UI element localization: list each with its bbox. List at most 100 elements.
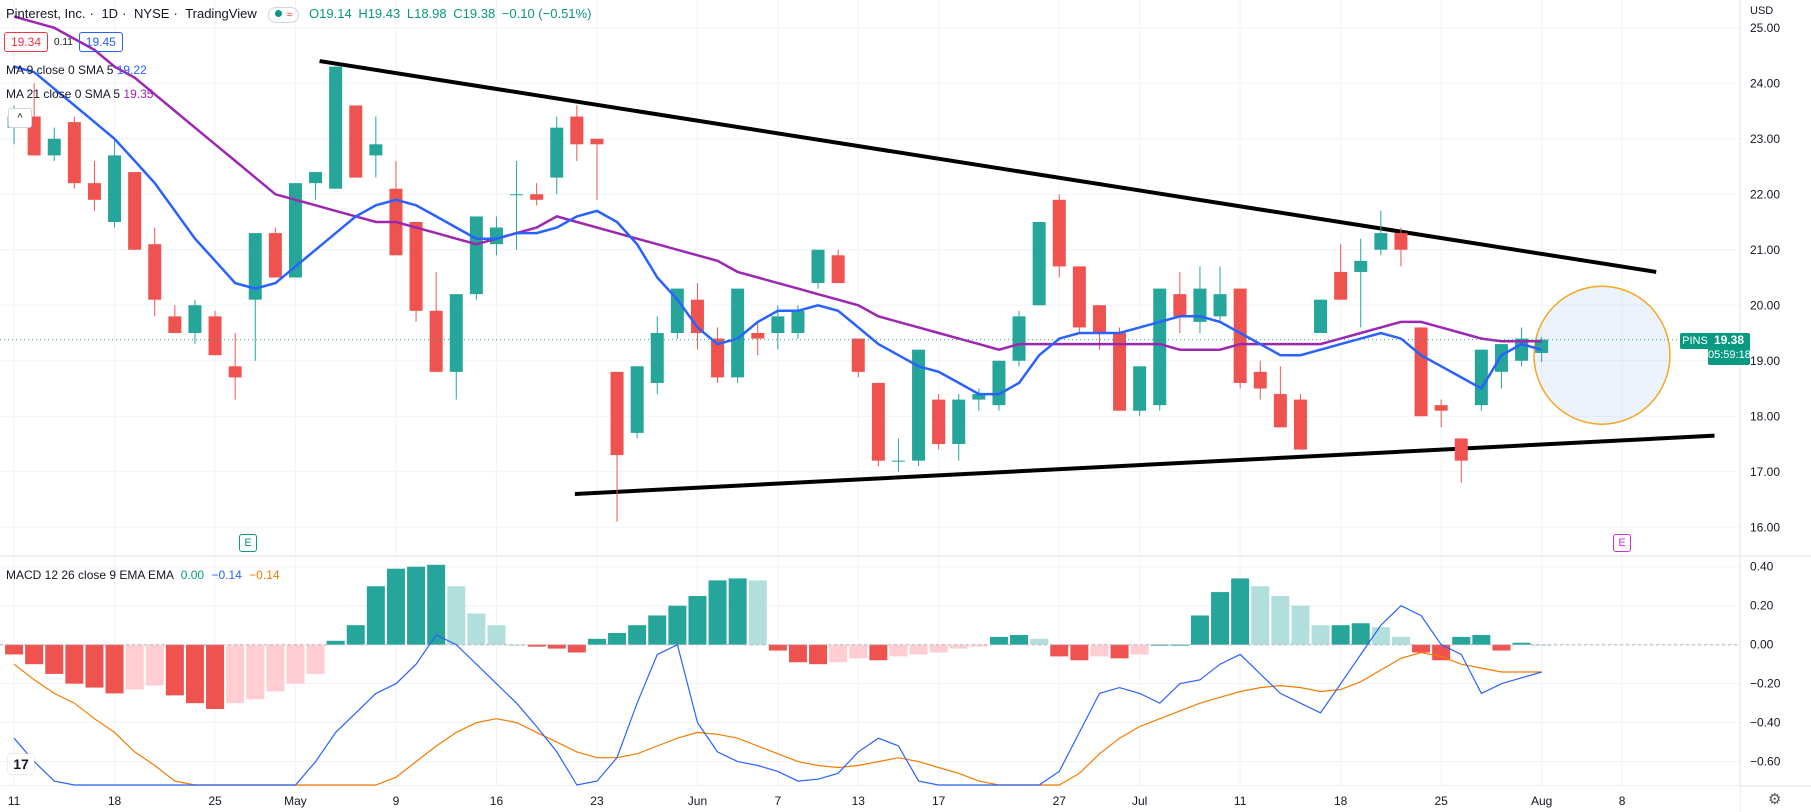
macd-histogram-bar	[768, 644, 787, 651]
macd-histogram-bar	[587, 638, 606, 645]
ma21-line	[13, 15, 1542, 351]
candle-body	[47, 138, 61, 156]
ma9-legend[interactable]: MA 9 close 0 SMA 5 19.22	[6, 63, 147, 77]
macd-histogram-bar	[145, 644, 164, 686]
macd-histogram-bar	[1251, 586, 1270, 645]
macd-histogram-bar	[407, 566, 426, 645]
ma21-legend[interactable]: MA 21 close 0 SMA 5 19.35	[6, 87, 153, 101]
candle-body	[369, 144, 383, 156]
macd-legend[interactable]: MACD 12 26 close 9 EMA EMA 0.00 −0.14 −0…	[6, 568, 280, 582]
candle-body	[992, 360, 1006, 406]
moving-averages	[0, 15, 1740, 396]
candle-body	[87, 183, 101, 200]
macd-hist-value: 0.00	[180, 568, 205, 582]
macd-histogram-bar	[1432, 644, 1451, 661]
last-price-tag: 19.38 05:59:18	[1708, 333, 1751, 365]
time-tick-label: 18	[1334, 794, 1348, 808]
macd-histogram-bar	[1331, 625, 1350, 645]
sell-button[interactable]: 19.34	[4, 32, 49, 52]
candle-body	[1173, 294, 1187, 317]
macd-histogram-bar	[65, 644, 84, 684]
macd-histogram-bar	[326, 640, 345, 645]
candle-body	[891, 460, 905, 462]
macd-histogram-bar	[467, 613, 486, 645]
spread-value: 0.11	[54, 36, 73, 48]
candle-body	[932, 399, 946, 444]
buy-button[interactable]: 19.45	[78, 32, 123, 52]
macd-histogram-bar	[668, 605, 687, 645]
macd-histogram-bar	[125, 644, 144, 690]
price-tick-label: 16.00	[1750, 520, 1780, 534]
candle-body	[1273, 394, 1287, 428]
interval-label[interactable]: 1D	[101, 6, 119, 21]
price-tick-label: 18.00	[1750, 409, 1780, 423]
macd-histogram-bar	[1030, 638, 1049, 645]
symbol-header[interactable]: Pinterest, Inc. · 1D · NYSE · TradingView ≈…	[6, 6, 594, 23]
candle-body	[670, 288, 684, 333]
macd-histogram-bar	[969, 644, 988, 647]
macd-histogram-bar	[346, 625, 365, 645]
macd-histogram-bar	[1492, 644, 1511, 651]
macd-histogram-bar	[889, 644, 908, 657]
macd-histogram-bar	[688, 595, 707, 645]
time-tick-label: Aug	[1531, 794, 1552, 808]
time-tick-label: 17	[932, 794, 946, 808]
candle-body	[791, 310, 805, 333]
market-open-dot	[275, 10, 283, 17]
exchange-label: NYSE	[134, 6, 170, 21]
candle-body	[228, 366, 242, 378]
candle-body	[108, 155, 122, 222]
candle-body	[811, 249, 825, 284]
macd-tick-label: 0.20	[1750, 599, 1774, 613]
macd-label: MACD 12 26 close 9 EMA EMA	[6, 568, 174, 582]
collapse-legend-button[interactable]: ^	[8, 108, 32, 128]
candle-body	[1414, 327, 1428, 417]
macd-histogram-bar	[1291, 605, 1310, 645]
macd-histogram-bar	[1271, 595, 1290, 645]
candle-body	[188, 305, 202, 333]
support-trendline	[574, 433, 1715, 496]
time-tick-label: Jun	[688, 794, 707, 808]
candle-body	[329, 66, 343, 189]
candle-body	[1494, 344, 1508, 372]
resistance-trendline	[319, 59, 1657, 274]
open-value: O19.14	[309, 6, 352, 21]
candle-body	[912, 349, 926, 461]
candle-body	[610, 371, 624, 456]
price-tick-label: 17.00	[1750, 465, 1780, 479]
candle-body	[851, 338, 865, 372]
low-value: L18.98	[406, 6, 447, 21]
ma21-value: 19.35	[123, 87, 154, 101]
candle-body	[751, 333, 765, 339]
macd-histogram-bar	[447, 586, 466, 645]
earnings-marker-past[interactable]: E	[239, 534, 257, 552]
time-tick-label: 11	[1234, 794, 1247, 808]
time-tick-label: 18	[108, 794, 122, 808]
earnings-marker-upcoming[interactable]: E	[1613, 534, 1631, 552]
macd-tick-label: 0.00	[1750, 638, 1774, 652]
macd-histogram-bar	[185, 644, 204, 704]
macd-histogram-bar	[989, 636, 1008, 645]
candle-body	[148, 244, 162, 300]
macd-line-value: −0.14	[211, 568, 242, 582]
macd-histogram-bar	[25, 644, 44, 665]
macd-histogram-bar	[909, 644, 928, 655]
price-axis[interactable]: USD 16.00 17.00 18.00 19.00 20.00 21.00 22.00 23…	[1750, 5, 1781, 769]
macd-histogram-bar	[788, 644, 807, 663]
macd-histogram-bar	[366, 586, 385, 645]
macd-histogram-bar	[547, 644, 566, 649]
change-value: −0.10 (−0.51%)	[501, 6, 592, 21]
macd-histogram-bar	[1070, 644, 1089, 661]
time-axis[interactable]: 11 18 25 May 9 16 23 Jun 7 13 17 27 Jul 11 18 25 Aug 8	[8, 794, 1626, 808]
macd-histogram-bar	[728, 578, 747, 645]
candle-body	[1474, 349, 1488, 406]
symbol-name[interactable]: Pinterest, Inc.	[6, 6, 86, 21]
macd-histogram-bar	[1050, 644, 1069, 657]
bid-ask-panel: 19.34 0.11 19.45	[4, 32, 123, 52]
triangle-pattern	[319, 59, 1715, 496]
tradingview-logo-icon[interactable]: 17	[8, 754, 34, 774]
ohlc-values: O19.14 H19.43 L18.98 C19.38 −0.10 (−0.51…	[309, 6, 594, 21]
market-status-pill[interactable]: ≈	[268, 7, 300, 23]
gear-icon[interactable]: ⚙	[1768, 791, 1782, 808]
